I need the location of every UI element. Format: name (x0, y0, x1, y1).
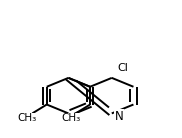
Text: CH₃: CH₃ (17, 113, 37, 123)
Text: N: N (115, 110, 123, 123)
Text: CH₃: CH₃ (62, 113, 81, 123)
Text: Cl: Cl (117, 63, 128, 73)
